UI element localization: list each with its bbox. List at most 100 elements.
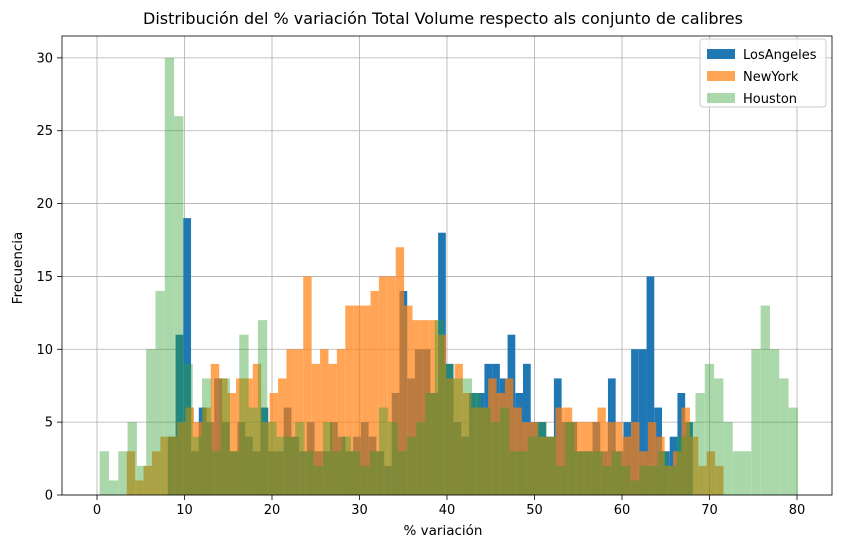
bar	[286, 349, 295, 495]
bar	[404, 305, 413, 495]
bar	[715, 465, 724, 495]
bar	[714, 378, 724, 495]
x-axis-label: % variación	[404, 523, 483, 539]
bar	[236, 378, 245, 495]
bar	[565, 422, 575, 495]
bar	[350, 451, 361, 495]
bar	[572, 422, 581, 495]
series-NewYork	[126, 247, 724, 495]
bar	[646, 276, 655, 495]
bar	[118, 451, 128, 495]
bar	[406, 436, 417, 495]
legend-label: NewYork	[743, 70, 799, 85]
bar	[341, 436, 351, 495]
bar	[509, 451, 519, 495]
bar	[583, 451, 594, 495]
bar	[387, 276, 396, 495]
y-tick-label: 30	[36, 51, 53, 66]
bar	[518, 451, 528, 495]
bar	[593, 451, 603, 495]
bar	[323, 422, 333, 495]
bar	[210, 363, 220, 495]
bar	[276, 436, 286, 495]
bar	[555, 465, 566, 495]
bar	[229, 451, 240, 495]
bar	[605, 422, 615, 495]
bar	[462, 378, 473, 495]
x-tick-label: 50	[526, 503, 543, 518]
y-tick-label: 15	[36, 270, 53, 285]
bar	[126, 451, 136, 495]
bar	[108, 480, 119, 495]
bar	[751, 349, 761, 495]
bar	[496, 393, 505, 495]
plot-frame	[61, 35, 833, 496]
bar	[437, 334, 447, 495]
bar	[353, 305, 363, 495]
bar	[202, 407, 211, 495]
bar	[647, 422, 657, 495]
bar	[538, 436, 547, 495]
bar	[488, 378, 497, 495]
bar	[425, 393, 435, 495]
x-tick-label: 30	[351, 503, 368, 518]
x-tick-label: 40	[439, 503, 456, 518]
bar	[239, 334, 249, 495]
bar	[673, 451, 682, 495]
series-Houston	[99, 57, 798, 496]
bar	[303, 276, 312, 495]
y-tick-label: 5	[45, 416, 53, 431]
bar	[360, 465, 370, 495]
bar	[631, 422, 640, 495]
bar	[689, 436, 699, 495]
bar	[481, 407, 491, 495]
bar	[175, 334, 184, 495]
bar	[723, 422, 733, 495]
bar	[227, 393, 237, 495]
bar	[311, 363, 321, 495]
bar	[658, 451, 668, 495]
bar	[320, 349, 329, 495]
bar	[257, 320, 268, 495]
bar	[555, 407, 564, 495]
bar	[622, 436, 632, 495]
bar	[252, 363, 262, 495]
bar	[388, 422, 398, 495]
x-tick-label: 20	[264, 503, 281, 518]
bar	[589, 422, 598, 495]
y-axis-label: Frecuencia	[10, 232, 26, 305]
bar	[336, 349, 346, 495]
bar	[472, 393, 482, 495]
bar	[294, 349, 304, 495]
bar	[706, 451, 716, 495]
bar	[151, 451, 161, 495]
bar	[681, 407, 690, 495]
bar	[471, 407, 480, 495]
bar	[453, 378, 463, 495]
bar	[490, 422, 500, 495]
bar	[332, 451, 342, 495]
legend-label: Houston	[743, 92, 797, 107]
bar	[155, 291, 165, 495]
bar	[602, 465, 612, 495]
bar	[676, 436, 687, 495]
bar	[563, 407, 573, 495]
bar	[769, 349, 780, 495]
bar	[267, 422, 277, 495]
bar	[174, 116, 184, 496]
bar	[261, 422, 270, 495]
bar	[185, 407, 194, 495]
y-tick-label: 20	[36, 197, 53, 212]
bar	[630, 480, 640, 495]
y-tick-label: 0	[45, 489, 53, 504]
bar	[614, 422, 623, 495]
bar	[412, 320, 421, 495]
x-tick-label: 10	[176, 503, 193, 518]
bar	[183, 218, 192, 495]
bar	[760, 305, 770, 495]
legend-label: LosAngeles	[743, 48, 817, 63]
bar	[639, 451, 648, 495]
bar	[638, 349, 647, 495]
bar	[788, 407, 798, 495]
